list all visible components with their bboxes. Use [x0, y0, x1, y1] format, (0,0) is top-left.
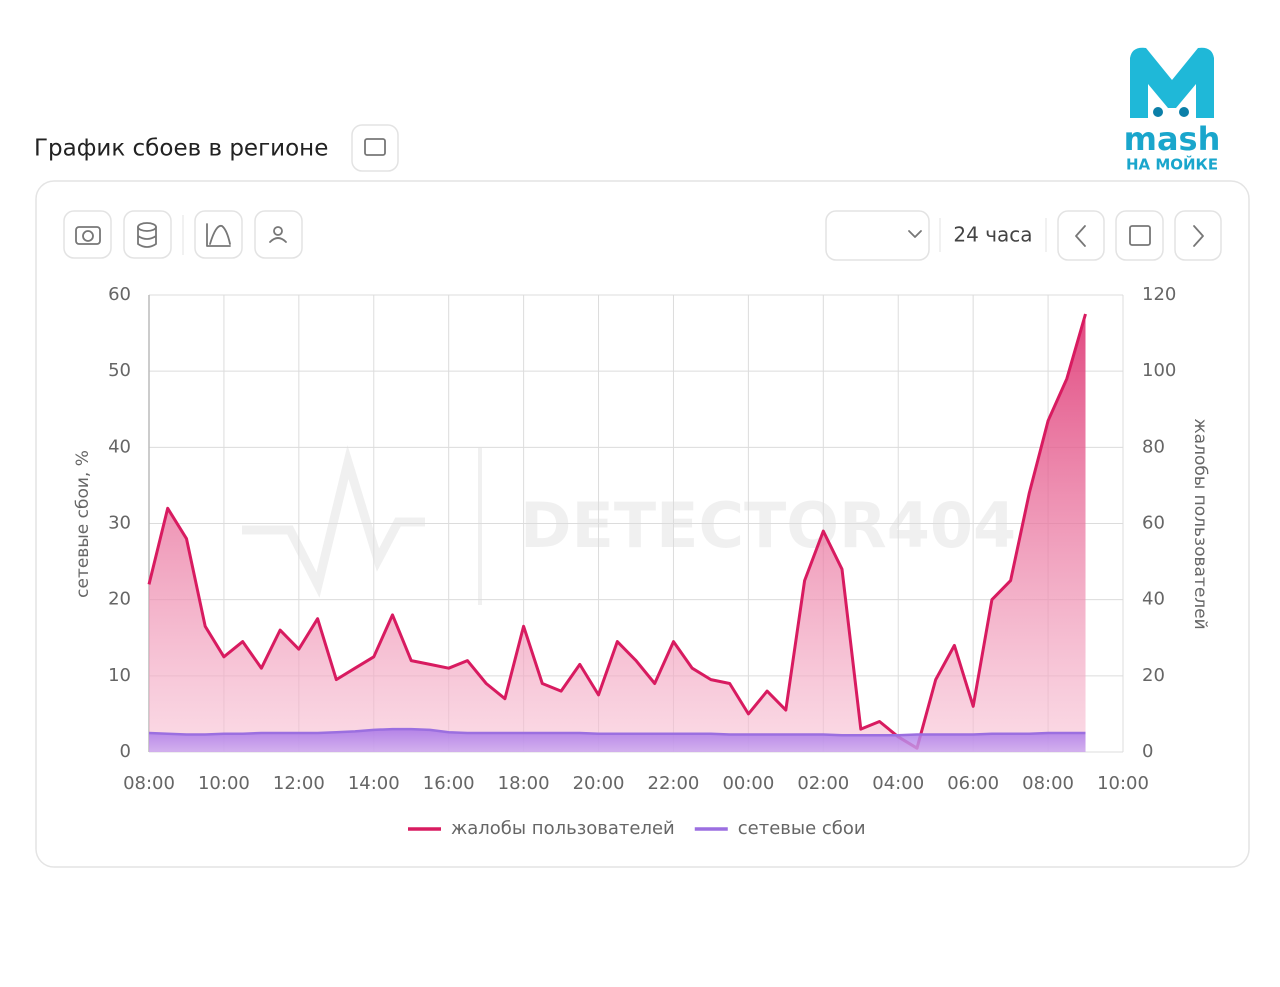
x-tick-label: 08:00: [123, 773, 175, 794]
icon: [206, 223, 231, 247]
x-tick-label: 00:00: [722, 773, 774, 794]
area-fill: [149, 729, 1086, 752]
x-tick-label: 14:00: [348, 773, 400, 794]
logo-brand: mash: [1124, 120, 1221, 158]
y-tick-label: 0: [120, 741, 131, 762]
chart-mode-button[interactable]: [194, 210, 243, 259]
y2-tick-label: 40: [1142, 589, 1165, 610]
y-tick-label: 10: [108, 665, 131, 686]
x-tick-label: 10:00: [1097, 773, 1149, 794]
x-tick-label: 02:00: [797, 773, 849, 794]
area-fill: [149, 314, 1086, 752]
y2-axis-label: жалобы пользователей: [1190, 418, 1210, 629]
x-tick-label: 20:00: [573, 773, 625, 794]
calendar-button[interactable]: [1115, 210, 1164, 261]
icon: [1075, 225, 1086, 247]
legend-label: жалобы пользователей: [451, 818, 675, 839]
legend-label: сетевые сбои: [738, 818, 866, 839]
series-line: [148, 727, 1086, 737]
icon: [364, 138, 386, 156]
logo-dot: [1153, 107, 1163, 117]
y-tick-label: 40: [108, 436, 131, 457]
x-tick-label: 10:00: [198, 773, 250, 794]
data-button[interactable]: [123, 210, 172, 259]
legend: жалобы пользователей сетевые сбои: [408, 818, 866, 839]
icon: [908, 230, 922, 238]
x-tick-label: 22:00: [648, 773, 700, 794]
y2-tick-label: 100: [1142, 360, 1176, 381]
x-tick-label: 08:00: [1022, 773, 1074, 794]
icon: [137, 226, 157, 248]
section-title: График сбоев в регионе: [34, 136, 328, 162]
y-tick-label: 30: [108, 513, 131, 534]
x-tick-label: 06:00: [947, 773, 999, 794]
prev-button[interactable]: [1057, 210, 1105, 261]
region-select[interactable]: [825, 210, 930, 261]
y2-tick-label: 80: [1142, 436, 1165, 457]
icon: [273, 226, 283, 236]
icon: [1129, 225, 1151, 246]
watermark: DETECTOR404: [520, 489, 1016, 562]
icon: [269, 237, 287, 243]
logo-mark: [1130, 47, 1214, 118]
y-tick-label: 20: [108, 589, 131, 610]
icon: [75, 226, 101, 245]
icon: [82, 230, 94, 242]
y2-tick-label: 120: [1142, 284, 1176, 305]
y-tick-label: 50: [108, 360, 131, 381]
logo: mash НА МОЙКЕ: [1124, 47, 1221, 174]
y-axis-label: сетевые сбои, %: [73, 450, 93, 598]
x-tick-label: 12:00: [273, 773, 325, 794]
logo-dot: [1179, 107, 1189, 117]
icon: [1193, 225, 1204, 247]
x-tick-label: 18:00: [498, 773, 550, 794]
logo-subtitle: НА МОЙКЕ: [1126, 155, 1218, 174]
y2-tick-label: 0: [1142, 741, 1153, 762]
y-tick-label: 60: [108, 284, 131, 305]
watermark-icon: [242, 445, 425, 598]
period-label: 24 часа: [953, 223, 1032, 247]
view-button[interactable]: [351, 124, 399, 172]
y2-tick-label: 20: [1142, 665, 1165, 686]
x-tick-label: 04:00: [872, 773, 924, 794]
next-button[interactable]: [1174, 210, 1222, 261]
x-tick-label: 16:00: [423, 773, 475, 794]
screenshot-button[interactable]: [63, 210, 112, 259]
y2-tick-label: 60: [1142, 513, 1165, 534]
plot: 0 10 20 30 40 50 60 0 20 40 60 80 100 120 08:00 10:00 12…: [108, 284, 1176, 794]
series-line: [147, 313, 1087, 750]
